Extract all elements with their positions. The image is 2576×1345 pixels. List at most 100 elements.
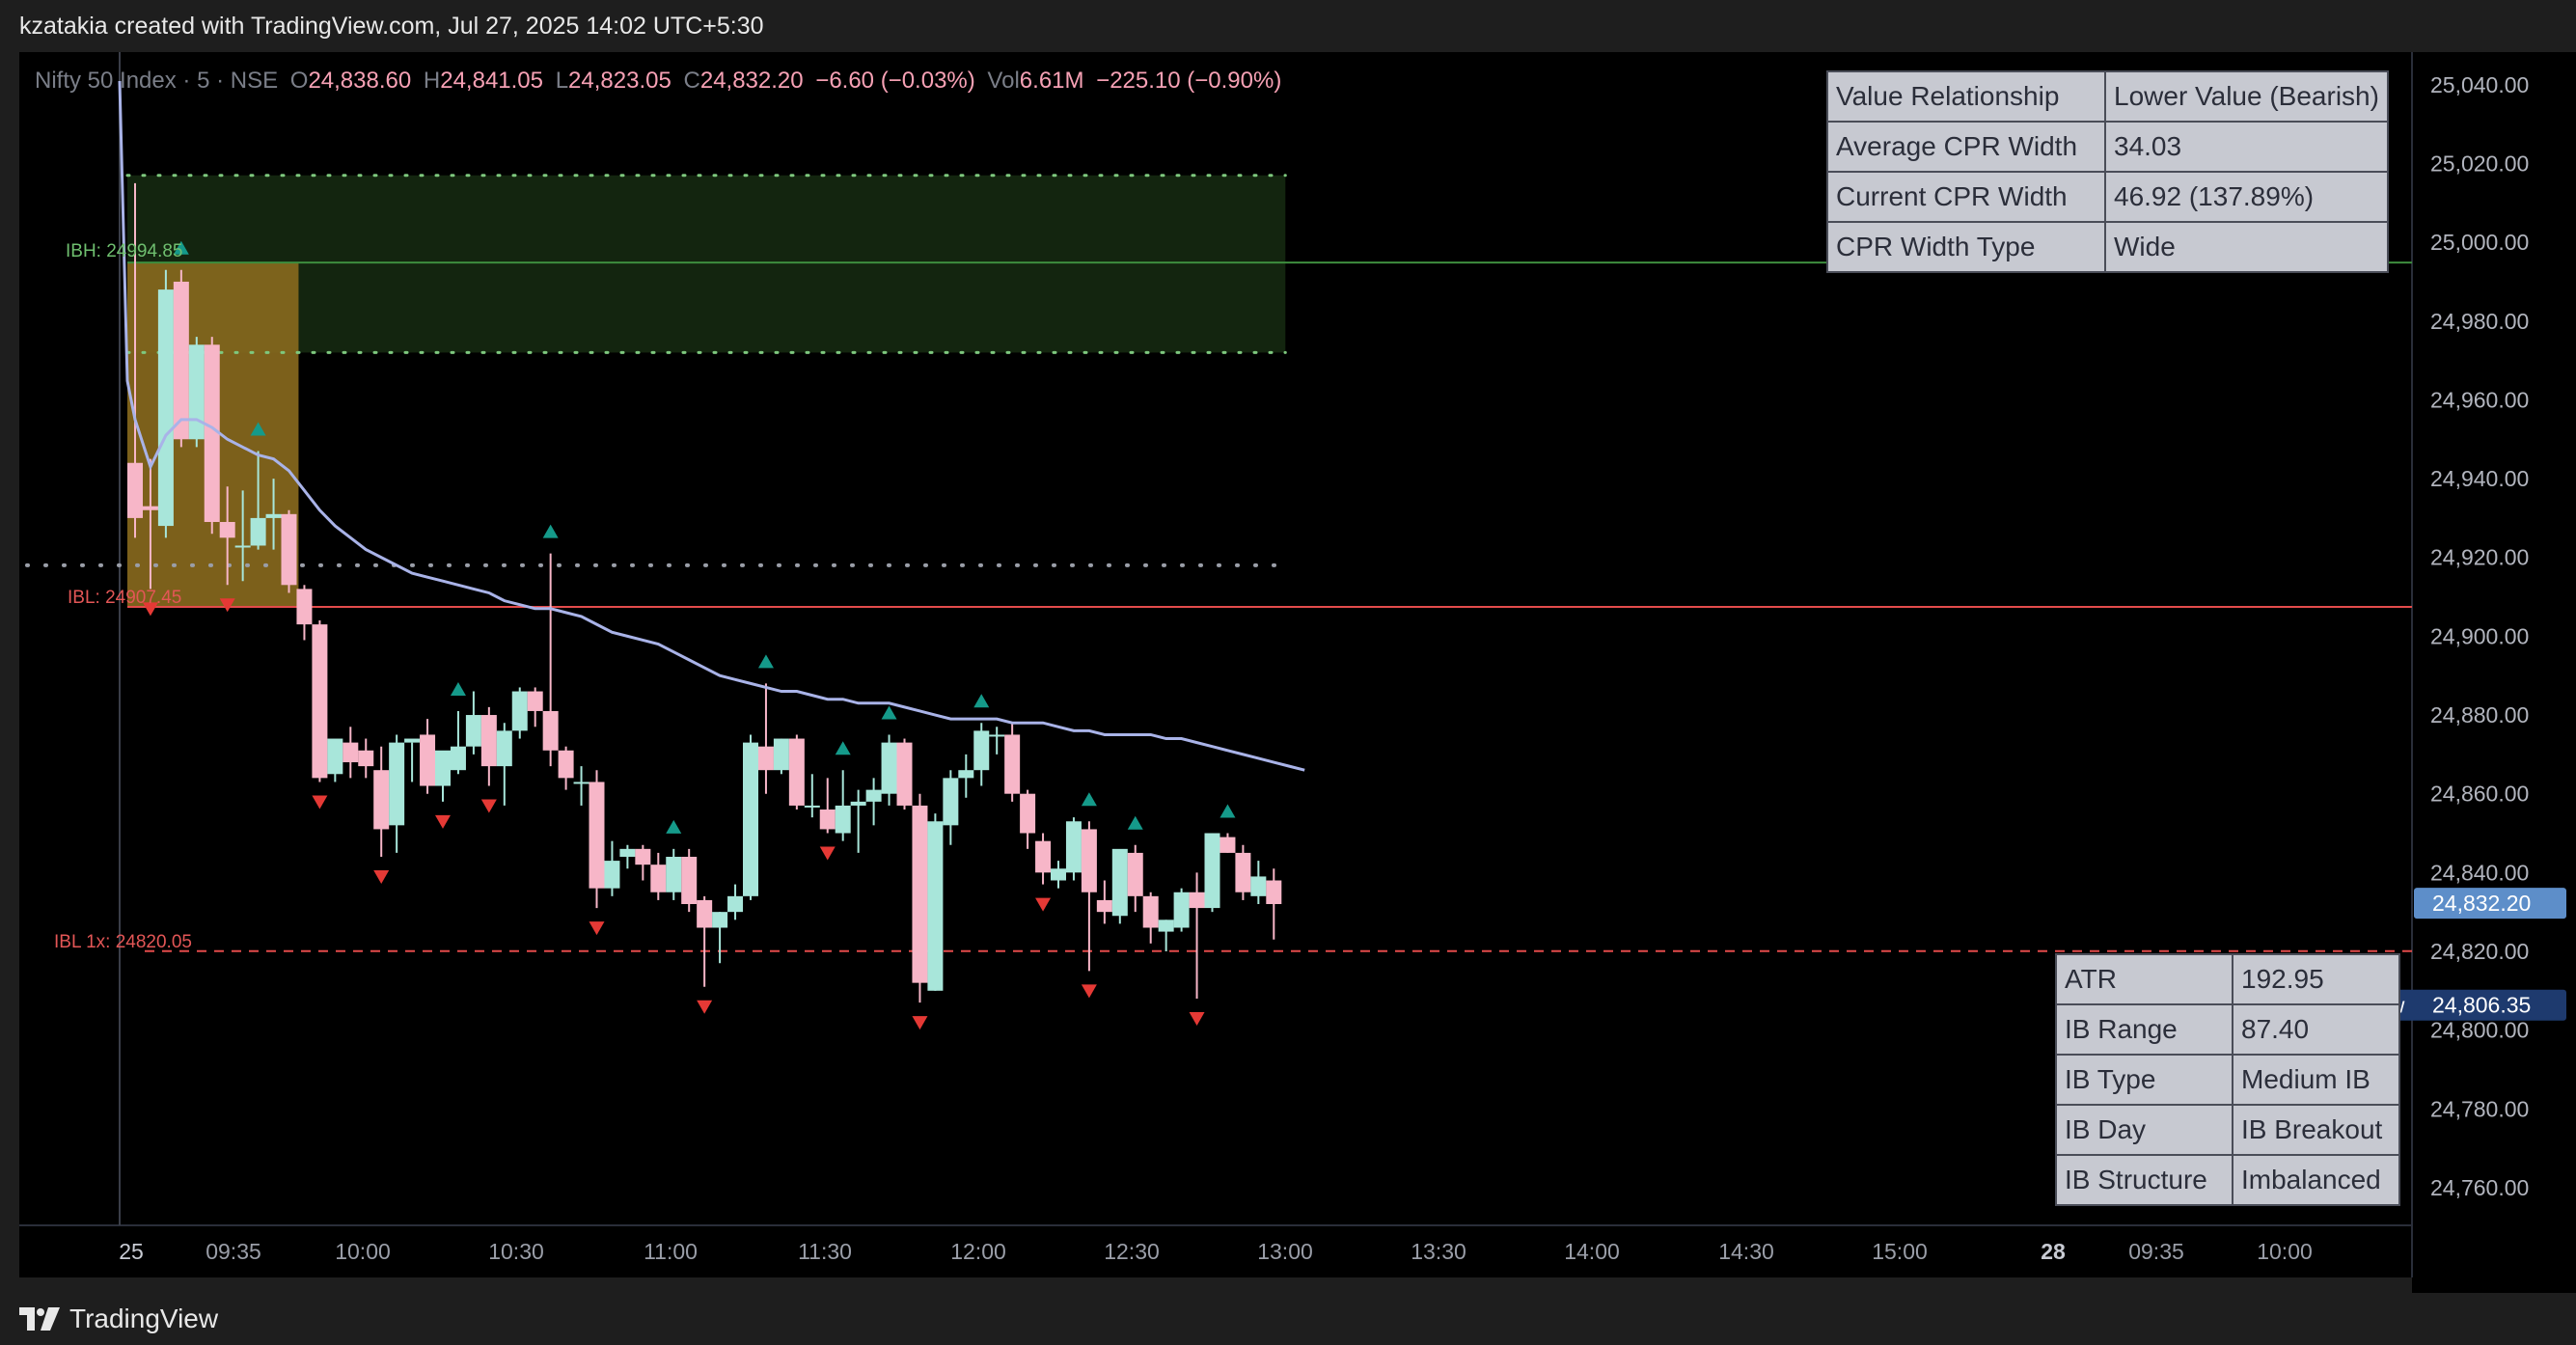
sell-signal-marker xyxy=(589,921,605,936)
x-tick-label: 12:30 xyxy=(1104,1239,1160,1264)
cpr-info-table: Value Relationship Lower Value (Bearish) … xyxy=(1826,70,2389,273)
candle xyxy=(804,805,820,808)
buy-signal-marker xyxy=(757,654,774,669)
y-tick-label: 24,840.00 xyxy=(2430,860,2529,885)
candle xyxy=(589,782,605,889)
sell-signal-marker xyxy=(219,598,235,613)
open-value: 24,838.60 xyxy=(308,68,412,94)
candle xyxy=(127,462,143,518)
candle xyxy=(912,805,928,983)
table-value: Imbalanced xyxy=(2232,1154,2400,1206)
change-value: −6.60 (−0.03%) xyxy=(815,68,975,94)
table-row: Current CPR Width 46.92 (137.89%) xyxy=(1826,171,2389,223)
table-key: Current CPR Width xyxy=(1826,171,2106,223)
sell-signal-marker xyxy=(1035,897,1052,912)
table-row: IB Day IB Breakout xyxy=(2055,1104,2400,1156)
volume-label: Vol xyxy=(987,68,1020,94)
x-tick-label: 11:30 xyxy=(798,1239,852,1264)
close-value: 24,832.20 xyxy=(699,68,804,94)
ibl-1x-label: IBL 1x: 24820.05 xyxy=(54,932,192,952)
candle xyxy=(542,710,559,751)
candle xyxy=(219,521,235,538)
buy-signal-marker xyxy=(973,694,990,708)
tradingview-logo-icon xyxy=(19,1307,60,1331)
table-row: Average CPR Width 34.03 xyxy=(1826,121,2389,173)
candle xyxy=(1204,833,1220,909)
low-value: 24,823.05 xyxy=(568,68,671,94)
candle xyxy=(327,738,343,775)
buy-signal-marker xyxy=(450,681,466,696)
candle xyxy=(480,715,497,767)
y-tick-label: 24,960.00 xyxy=(2430,387,2529,412)
candle xyxy=(1158,920,1174,932)
table-value: Lower Value (Bearish) xyxy=(2104,70,2389,123)
table-value: 34.03 xyxy=(2104,121,2389,173)
x-tick-label: 10:00 xyxy=(2257,1239,2313,1264)
sell-signal-marker xyxy=(435,814,451,829)
x-tick-label: 10:00 xyxy=(335,1239,391,1264)
candle xyxy=(743,742,758,896)
candle xyxy=(788,738,805,806)
candle xyxy=(958,770,974,779)
candle xyxy=(188,344,205,440)
candle xyxy=(1142,895,1159,928)
y-tick-label: 24,780.00 xyxy=(2430,1096,2529,1121)
x-tick-label: 25 xyxy=(119,1239,144,1264)
buy-signal-marker xyxy=(835,741,851,755)
sell-signal-marker xyxy=(912,1016,928,1030)
header-title: kzatakia created with TradingView.com, J… xyxy=(19,12,764,40)
x-tick-label: 15:00 xyxy=(1872,1239,1928,1264)
candle xyxy=(1127,852,1143,896)
candle xyxy=(1189,892,1205,909)
buy-signal-marker xyxy=(666,819,682,834)
buy-signal-marker xyxy=(1081,792,1097,807)
sell-signal-marker xyxy=(312,795,328,810)
sell-signal-marker xyxy=(819,846,836,861)
candle xyxy=(373,770,390,830)
x-tick-label: 13:30 xyxy=(1411,1239,1466,1264)
candle xyxy=(435,750,451,786)
y-tick-label: 24,900.00 xyxy=(2430,623,2529,648)
x-tick-label: 10:30 xyxy=(488,1239,544,1264)
x-tick-label: 14:00 xyxy=(1564,1239,1620,1264)
table-row: IB Type Medium IB xyxy=(2055,1054,2400,1106)
volume-value: 6.61M xyxy=(1019,68,1084,94)
close-label: C xyxy=(683,68,700,94)
candle xyxy=(420,734,436,786)
y-tick-label: 24,800.00 xyxy=(2430,1018,2529,1043)
candle xyxy=(312,624,328,779)
buy-signal-marker xyxy=(250,422,266,436)
candle xyxy=(296,589,313,625)
table-key: Value Relationship xyxy=(1826,70,2106,123)
candle xyxy=(896,742,913,806)
low-price-label: 24,806.35 xyxy=(2432,993,2531,1018)
table-key: IB Range xyxy=(2055,1003,2233,1056)
symbol-name: Nifty 50 Index · 5 · NSE xyxy=(35,68,279,94)
ibl-label: IBL: 24907.45 xyxy=(68,588,181,608)
buy-signal-marker xyxy=(881,705,897,720)
table-value: 46.92 (137.89%) xyxy=(2104,171,2389,223)
y-tick-label: 25,020.00 xyxy=(2430,151,2529,176)
x-tick-label: 14:30 xyxy=(1718,1239,1774,1264)
x-tick-label: 09:35 xyxy=(2128,1239,2184,1264)
table-key: ATR xyxy=(2055,953,2233,1005)
buy-signal-marker xyxy=(1127,815,1143,830)
tradingview-logo[interactable]: TradingView xyxy=(19,1304,218,1334)
sell-signal-marker xyxy=(1081,984,1097,999)
x-tick-label: 11:00 xyxy=(644,1239,698,1264)
table-key: IB Type xyxy=(2055,1054,2233,1106)
candle xyxy=(281,513,297,586)
candle xyxy=(681,857,698,905)
sell-signal-marker xyxy=(1189,1011,1205,1026)
x-tick-label: 09:35 xyxy=(206,1239,261,1264)
candle xyxy=(465,715,481,747)
volume-change: −225.10 (−0.90%) xyxy=(1096,68,1282,94)
low-price-tag xyxy=(2358,989,2566,1021)
vwap-line xyxy=(118,80,1305,772)
symbol-legend: Nifty 50 Index · 5 · NSE O24,838.60 H24,… xyxy=(35,68,1287,95)
table-row: CPR Width Type Wide xyxy=(1826,221,2389,273)
table-row: IB Range 87.40 xyxy=(2055,1003,2400,1056)
y-tick-label: 24,980.00 xyxy=(2430,309,2529,334)
table-value: IB Breakout xyxy=(2232,1104,2400,1156)
table-row: IB Structure Imbalanced xyxy=(2055,1154,2400,1206)
